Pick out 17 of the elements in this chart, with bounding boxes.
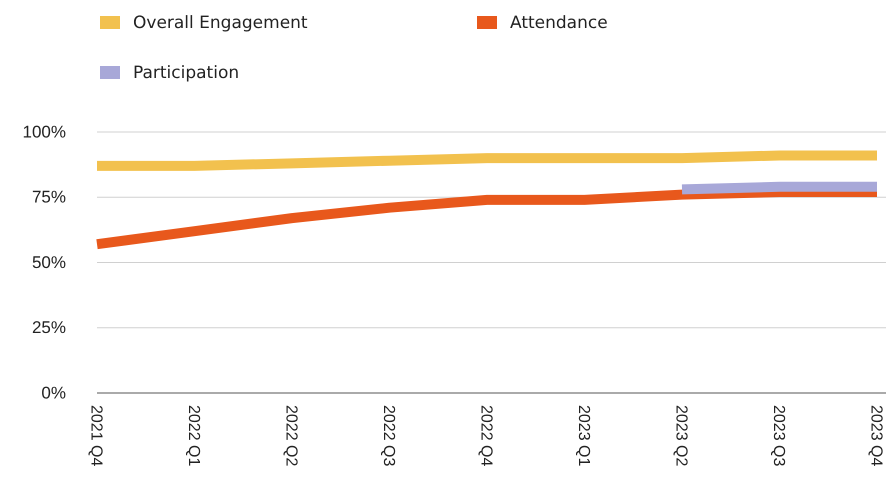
x-tick-label: 2023 Q4 [867, 405, 884, 466]
x-tick-label: 2022 Q2 [282, 405, 300, 466]
x-tick-label: 2022 Q4 [477, 405, 494, 466]
x-tick-label: 2022 Q3 [380, 405, 397, 466]
legend-label: Overall Engagement [133, 12, 308, 33]
y-tick-label: 75% [32, 188, 66, 207]
x-tick-label: 2023 Q1 [574, 405, 592, 466]
y-tick-label: 50% [32, 252, 66, 272]
x-tick-label: 2023 Q3 [770, 405, 787, 466]
y-tick-label: 0% [41, 383, 66, 402]
x-tick-label: 2023 Q2 [672, 405, 690, 466]
y-tick-label: 100% [22, 122, 66, 142]
legend-label: Attendance [510, 12, 608, 33]
x-tick-label: 2022 Q1 [184, 405, 202, 466]
y-tick-label: 25% [32, 318, 66, 338]
x-tick-label: 2021 Q4 [87, 405, 104, 466]
legend-label: Participation [133, 62, 240, 83]
